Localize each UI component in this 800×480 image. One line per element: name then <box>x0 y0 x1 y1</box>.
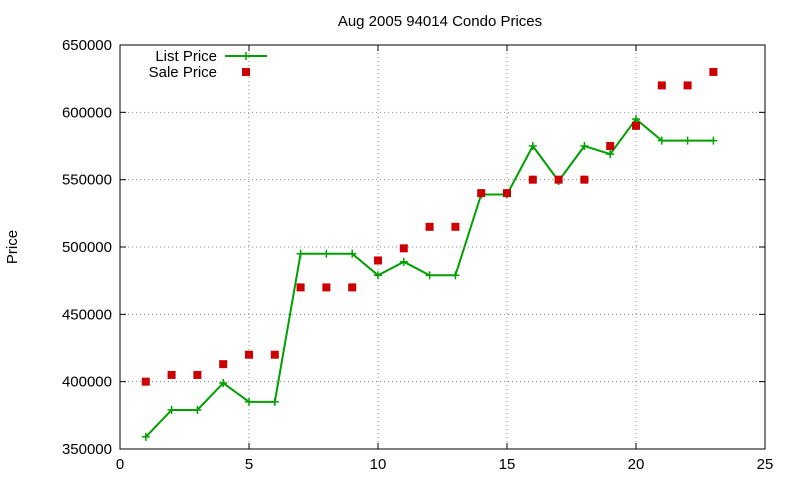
sale-price-point <box>451 222 460 231</box>
sale-price-point <box>425 222 434 231</box>
sale-price-point <box>657 81 666 90</box>
data-series <box>141 67 718 441</box>
list-price-point <box>193 405 202 414</box>
plot-frame <box>119 44 766 450</box>
list-price-point <box>528 142 537 150</box>
sale-price-point <box>528 175 537 184</box>
sale-price-point <box>296 283 305 292</box>
legend-label: List Price <box>155 48 217 65</box>
sale-price-point <box>374 256 382 265</box>
list-price-point <box>580 142 589 150</box>
list-price-point <box>683 136 692 145</box>
sale-price-point <box>606 142 615 150</box>
x-tick-label: 0 <box>116 456 124 473</box>
y-tick-label: 500000 <box>62 239 112 256</box>
list-price-point <box>632 115 640 124</box>
sale-price-point <box>193 370 202 379</box>
chart-title: Aug 2005 94014 Condo Prices <box>338 13 542 30</box>
y-tick-label: 450000 <box>62 306 112 323</box>
legend-cross-swatch <box>242 52 250 60</box>
sale-price-point <box>348 283 357 292</box>
y-tick-label: 550000 <box>62 172 112 189</box>
sale-price-point <box>709 67 718 76</box>
list-price-point <box>219 379 228 388</box>
list-price-point <box>270 397 279 406</box>
sale-price-point <box>322 283 331 292</box>
x-tick-label: 20 <box>628 456 645 473</box>
y-tick-label: 400000 <box>62 374 112 391</box>
legend-label: Sale Price <box>149 64 217 81</box>
list-price-point <box>141 432 150 441</box>
list-price-point <box>451 271 460 280</box>
y-tick-label: 650000 <box>62 37 112 54</box>
sale-price-point <box>167 370 176 379</box>
list-price-point <box>296 249 305 258</box>
list-price-point <box>348 249 357 258</box>
list-price-point <box>399 257 408 266</box>
list-price-point <box>245 397 253 406</box>
sale-price-point <box>683 81 692 90</box>
list-price-point <box>425 271 434 280</box>
x-tick-label: 5 <box>245 456 253 473</box>
list-price-point <box>657 136 666 145</box>
sale-price-point <box>503 189 511 198</box>
sale-price-point <box>554 175 563 184</box>
sale-price-point <box>245 350 253 359</box>
list-price-point <box>374 271 382 280</box>
sale-price-point <box>632 121 640 130</box>
y-tick-label: 350000 <box>62 441 112 458</box>
list-price-point <box>606 150 615 159</box>
list-price-point <box>167 405 176 414</box>
list-price-point <box>322 249 331 258</box>
sale-price-point <box>580 175 589 184</box>
sale-price-point <box>477 189 486 198</box>
sale-price-point <box>141 377 150 386</box>
x-tick-label: 25 <box>757 456 774 473</box>
y-tick-label: 600000 <box>62 104 112 121</box>
y-axis-label: Price <box>4 230 21 264</box>
sale-price-point <box>399 244 408 253</box>
list-price-point <box>709 136 718 145</box>
x-tick-label: 10 <box>370 456 387 473</box>
sale-price-point <box>219 360 228 369</box>
sale-price-point <box>270 350 279 359</box>
x-tick-label: 15 <box>499 456 516 473</box>
axis-ticks: 350000 400000 450000 500000 550000 600000 6500… <box>62 37 773 473</box>
legend-square-swatch <box>242 68 250 76</box>
grid-lines <box>120 45 765 449</box>
